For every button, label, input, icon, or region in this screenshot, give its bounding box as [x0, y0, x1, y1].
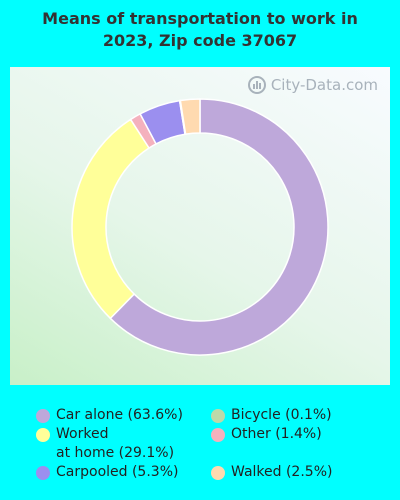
chart-title: Means of transportation to work in 2023,… [42, 9, 358, 50]
legend-label: Worked at home (29.1%) [56, 426, 175, 461]
legend-label: Carpooled (5.3%) [56, 464, 179, 480]
donut-slice-car-alone [109, 98, 329, 356]
legend-label: Other (1.4%) [231, 426, 322, 442]
legend-swatch [36, 466, 50, 480]
legend-swatch [36, 409, 50, 423]
legend-item-carpooled: Carpooled (5.3%) [36, 463, 178, 482]
donut-slice-walked [179, 98, 201, 135]
legend-item-other: Other (1.4%) [211, 425, 322, 444]
chart-panel: City-Data.com [10, 67, 390, 385]
legend-swatch [211, 409, 225, 423]
legend-label: Bicycle (0.1%) [231, 407, 332, 423]
legend-swatch [211, 428, 225, 442]
donut-chart [71, 98, 329, 356]
legend-label: Car alone (63.6%) [56, 407, 183, 423]
legend-item-walked: Walked (2.5%) [211, 463, 332, 482]
legend-swatch [36, 428, 50, 442]
legend-swatch [211, 466, 225, 480]
watermark-text: City-Data.com [270, 76, 378, 94]
donut-slice-worked-at-home [71, 118, 151, 320]
legend-label: Walked (2.5%) [231, 464, 333, 480]
legend: Car alone (63.6%) Worked at home (29.1%)… [0, 398, 400, 498]
legend-item-bicycle: Bicycle (0.1%) [211, 406, 332, 425]
legend-item-car-alone: Car alone (63.6%) [36, 406, 183, 425]
city-data-logo-icon [247, 76, 266, 94]
watermark: City-Data.com [247, 75, 378, 95]
legend-item-worked-at-home: Worked at home (29.1%) [36, 425, 174, 463]
